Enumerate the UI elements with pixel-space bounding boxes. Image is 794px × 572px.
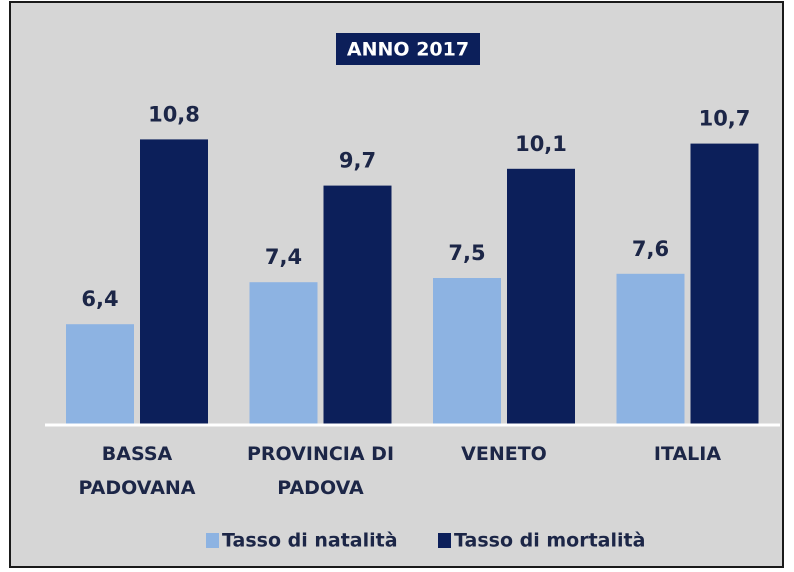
bar <box>323 185 392 425</box>
chart-title: ANNO 2017 <box>347 39 469 61</box>
x-tick-label: PROVINCIA DI PADOVA <box>246 443 395 499</box>
bar <box>616 273 685 425</box>
x-tick-label: VENETO <box>461 443 547 465</box>
bar <box>249 282 318 425</box>
x-tick-label: BASSA PADOVANA <box>78 443 196 499</box>
data-label: 7,4 <box>265 245 302 269</box>
bar <box>66 324 134 425</box>
data-label: 7,6 <box>632 237 669 261</box>
legend-label: Tasso di natalità <box>222 530 398 552</box>
legend-swatch <box>206 533 219 548</box>
legend-label: Tasso di mortalità <box>454 530 645 552</box>
bar <box>507 168 575 426</box>
legend-swatch <box>438 533 451 548</box>
bar <box>433 278 501 425</box>
bar <box>690 143 759 425</box>
data-label: 10,1 <box>515 132 567 156</box>
data-label: 6,4 <box>81 287 118 311</box>
data-label: 7,5 <box>448 241 485 265</box>
bar <box>140 139 208 425</box>
data-label: 10,8 <box>148 102 200 126</box>
x-tick-label: ITALIA <box>653 443 722 465</box>
title-box <box>336 33 480 65</box>
data-label: 9,7 <box>339 149 376 173</box>
data-label: 10,7 <box>699 107 751 131</box>
